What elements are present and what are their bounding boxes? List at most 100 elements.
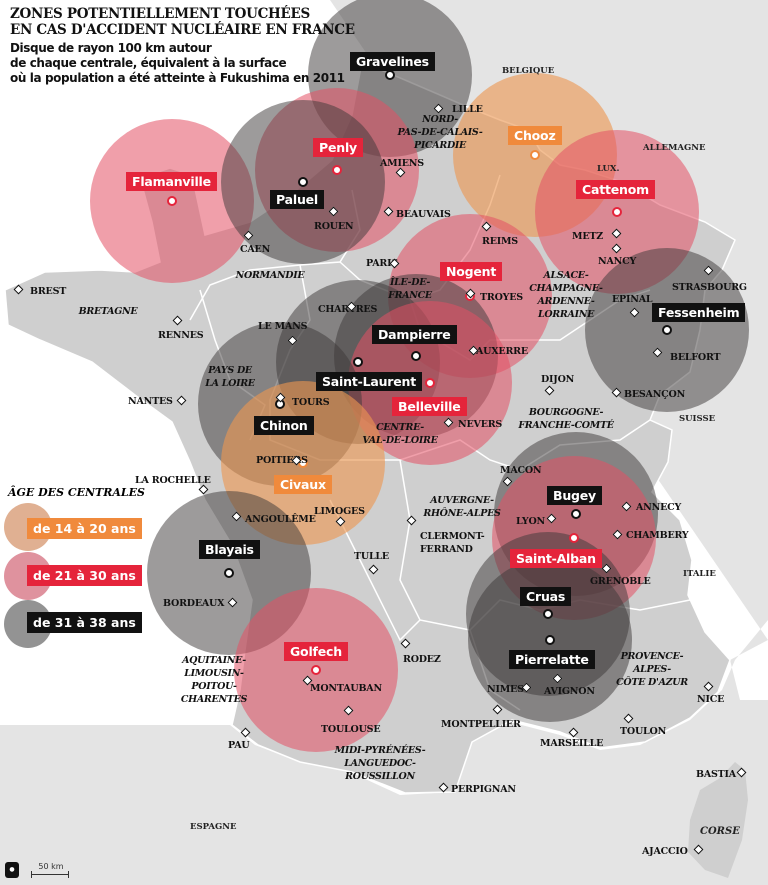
city-label: CAEN [240,244,271,255]
plant-label: Saint-Laurent [316,372,423,391]
region-label-line: AUVERGNE- [430,495,494,506]
plant-label: Dampierre [372,325,457,344]
region-label-line: PAS-DE-CALAIS- [397,127,483,138]
plant-label: Belleville [392,397,467,416]
city-label: ANGOULÊME [245,514,316,525]
region-label-line: CÔTE D'AZUR [616,677,688,688]
city-label: MACON [500,465,542,476]
city-label: RENNES [158,330,204,341]
region-label-line: RHÔNE-ALPES [423,508,501,519]
plant-label: Nogent [440,262,503,281]
city-label: METZ [572,231,603,242]
region-label: BRETAGNE [79,305,138,318]
city-label: PERPIGNAN [451,784,516,795]
city-label: BORDEAUX [163,598,225,609]
plant-label: Chinon [254,416,314,435]
region-label-line: CHAMPAGNE- [529,283,603,294]
region-label: PAYS DE LA LOIRE [205,364,255,390]
region-label-line: PROVENCE- [620,651,684,662]
plant-label: Blayais [199,540,260,559]
city-label: BESANÇON [624,389,686,400]
legend-label: de 31 à 38 ans [27,612,142,633]
city-label: NICE [697,694,725,705]
map-subtitle: Disque de rayon 100 km autour de chaque … [10,41,345,86]
region-label-line: ARDENNE- [537,296,595,307]
scale-bar [31,871,69,878]
region-label-line: NORD- [422,114,458,125]
city-label: DIJON [541,374,575,385]
city-label: ROUEN [314,221,354,232]
region-label-line: BRETAGNE [78,306,138,317]
region-label-line: BOURGOGNE- [528,407,604,418]
plant-label: Civaux [274,475,332,494]
city-label: STRASBOURG [672,282,747,293]
country-label: CORSE [700,826,740,837]
plant-label: Golfech [284,642,348,661]
region-label-line: NORMANDIE [235,270,305,281]
subtitle-line: de chaque centrale, équivalent à la surf… [10,56,287,70]
city-label: NANTES [128,396,173,407]
region-label-line: ÎLE-DE- [390,277,430,288]
city-label: RODEZ [403,654,441,665]
legend-title: ÂGE DES CENTRALES [8,486,145,499]
plant-label: Penly [313,138,363,157]
subtitle-line: Disque de rayon 100 km autour [10,41,212,55]
city-label: BASTIA [696,769,736,780]
region-label-line: CHARENTES [180,694,248,705]
city-label: PARIS [366,258,399,269]
region-label: MIDI-PYRÉNÉES- LANGUEDOC- ROUSSILLON [335,744,426,783]
region-label-line: LANGUEDOC- [344,758,416,769]
city-label: CHARTRES [318,304,378,315]
city-label: REIMS [482,236,518,247]
city-label: GRENOBLE [590,576,651,587]
region-label: CENTRE- VAL-DE-LOIRE [362,421,437,447]
region-label-line: AQUITAINE- [182,655,246,666]
plant-marker-icon [167,196,177,206]
country-label: ITALIE [683,569,716,579]
region-label: NORMANDIE [236,269,305,282]
region-label-line: ALSACE- [543,270,589,281]
region-label-line: LA LOIRE [205,378,255,389]
city-label: NIMES [487,684,524,695]
region-label: AQUITAINE- LIMOUSIN- POITOU- CHARENTES [180,654,248,706]
region-label-line: ALPES- [633,664,671,675]
plant-label: Flamanville [126,172,217,191]
region-label: BOURGOGNE- FRANCHE-COMTÉ [518,406,614,432]
plant-marker-icon [298,458,308,468]
region-label-line: POITOU- [191,681,237,692]
plant-label: Paluel [270,190,325,209]
plant-marker-icon [662,325,672,335]
legend-label: de 14 à 20 ans [27,518,142,539]
country-label: ALLEMAGNE [643,143,706,153]
city-label: TULLE [354,551,389,562]
city-label: LE MANS [258,321,308,332]
plant-marker-icon [353,357,363,367]
city-label: TROYES [480,292,523,303]
title-line: ZONES POTENTIELLEMENT TOUCHÉES [10,6,310,22]
city-label: AJACCIO [642,846,688,857]
city-label: NEVERS [458,419,503,430]
legend-label: de 21 à 30 ans [27,565,142,586]
city-label: TOULOUSE [321,724,381,735]
city-label: MONTPELLIER [441,719,521,730]
plant-label: Fessenheim [652,303,746,322]
plant-marker-icon [530,150,540,160]
plant-marker-icon [543,609,553,619]
plant-marker-icon [224,568,234,578]
plant-label: Saint-Alban [510,549,602,568]
region-label: ALSACE- CHAMPAGNE- ARDENNE- LORRAINE [529,269,603,321]
plant-marker-icon [425,378,435,388]
plant-marker-icon [411,351,421,361]
country-label: ESPAGNE [190,822,237,832]
city-label: LIMOGES [314,506,365,517]
region-label-line: FRANCE [388,290,432,301]
city-label: PAU [228,740,250,751]
title-line: EN CAS D'ACCIDENT NUCLÉAIRE EN FRANCE [10,22,355,38]
city-label: BELFORT [670,352,721,363]
region-label-line: VAL-DE-LOIRE [362,435,438,446]
publisher-logo: ● [5,862,19,878]
region-label: NORD- PAS-DE-CALAIS- PICARDIE [398,113,483,152]
plant-label: Pierrelatte [509,650,595,669]
city-label: AMIENS [380,158,424,169]
city-label: EPINAL [612,294,653,305]
